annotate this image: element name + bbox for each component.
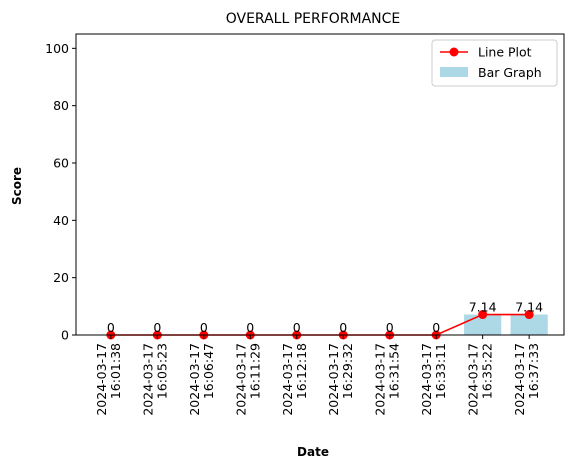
line-point xyxy=(478,310,488,320)
x-tick-label: 2024-03-17 xyxy=(512,343,527,416)
x-tick-label: 2024-03-17 xyxy=(280,343,295,416)
legend-label: Line Plot xyxy=(478,45,532,60)
x-tick-label: 16:01:38 xyxy=(108,343,123,399)
x-tick-label: 16:06:47 xyxy=(201,343,216,399)
x-tick-label: 16:31:54 xyxy=(387,343,402,399)
y-tick-label: 20 xyxy=(53,270,69,285)
legend: Line Plot Bar Graph xyxy=(431,39,558,87)
plot-frame xyxy=(75,33,565,336)
x-tick-label: 2024-03-17 xyxy=(373,343,388,416)
chart-title: OVERALL PERFORMANCE xyxy=(226,11,401,27)
data-label: 0 xyxy=(153,320,161,335)
line-point xyxy=(524,310,534,320)
x-tick-label: 16:11:29 xyxy=(247,343,262,399)
x-tick-label: 2024-03-17 xyxy=(466,343,481,416)
x-tick-label: 2024-03-17 xyxy=(187,343,202,416)
data-label: 0 xyxy=(386,320,394,335)
y-axis-label: Score xyxy=(10,167,24,205)
data-label: 0 xyxy=(339,320,347,335)
y-tick-label: 40 xyxy=(53,213,69,228)
x-axis-label: Date xyxy=(297,445,329,459)
y-tick-label: 100 xyxy=(45,41,69,56)
x-tick-label: 2024-03-17 xyxy=(140,343,155,416)
x-tick-label: 16:12:18 xyxy=(294,343,309,399)
x-tick-label: 2024-03-17 xyxy=(233,343,248,416)
data-label: 0 xyxy=(432,320,440,335)
data-label: 0 xyxy=(107,320,115,335)
legend-bar-swatch xyxy=(440,67,468,77)
data-label: 0 xyxy=(200,320,208,335)
legend-label: Bar Graph xyxy=(478,65,542,80)
y-tick-label: 60 xyxy=(53,156,69,171)
y-tick-label: 0 xyxy=(61,328,69,343)
y-tick-label: 80 xyxy=(53,98,69,113)
x-tick-label: 16:05:23 xyxy=(154,343,169,399)
x-tick-label: 16:33:11 xyxy=(433,343,448,399)
x-tick-label: 2024-03-17 xyxy=(94,343,109,416)
x-tick-label: 16:29:32 xyxy=(340,343,355,399)
x-tick-label: 16:35:22 xyxy=(480,343,495,399)
x-tick-label: 16:37:33 xyxy=(526,343,541,399)
data-label: 0 xyxy=(293,320,301,335)
x-tick-label: 2024-03-17 xyxy=(419,343,434,416)
legend-line-marker xyxy=(449,47,459,57)
data-label: 7.14 xyxy=(515,300,543,315)
bar xyxy=(510,314,548,335)
data-label: 0 xyxy=(246,320,254,335)
bar xyxy=(464,314,502,335)
data-label: 7.14 xyxy=(469,300,497,315)
x-tick-label: 2024-03-17 xyxy=(326,343,341,416)
